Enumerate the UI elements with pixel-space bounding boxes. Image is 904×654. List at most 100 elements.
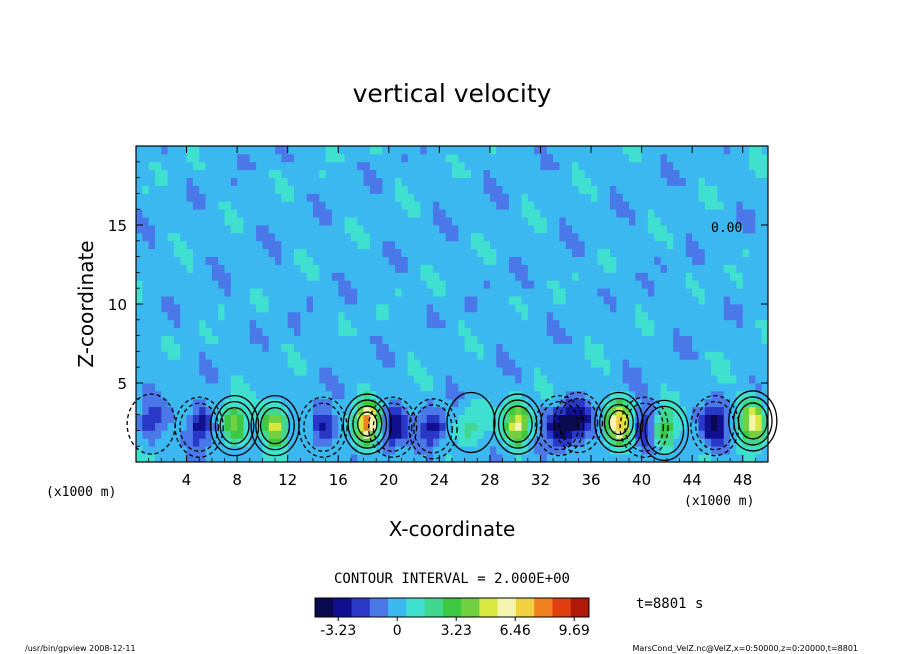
field-cell (546, 359, 554, 368)
field-cell (192, 232, 200, 242)
contour-line (174, 396, 224, 458)
field-cell (591, 185, 598, 194)
field-cell (275, 319, 282, 329)
field-cell (287, 280, 295, 289)
field-cell (445, 398, 453, 408)
field-cell (546, 185, 554, 194)
field-cell (534, 201, 541, 210)
field-cell (350, 240, 358, 250)
field-cell (711, 296, 718, 305)
field-cell (553, 146, 560, 155)
field-cell (704, 438, 712, 447)
field-cell (161, 177, 168, 186)
field-cell (180, 193, 187, 202)
field-cell (331, 280, 339, 289)
field-cell (641, 169, 649, 178)
field-cell (698, 414, 706, 423)
field-cell (711, 438, 718, 447)
field-cell (420, 217, 428, 226)
field-cell (268, 232, 276, 242)
field-cell (666, 383, 674, 392)
field-cell (414, 430, 421, 439)
field-cell (230, 225, 238, 234)
field-cell (148, 169, 156, 178)
field-cell (730, 390, 737, 400)
field-cell (211, 311, 219, 321)
field-cell (584, 327, 592, 336)
field-cell (237, 256, 244, 265)
field-cell (761, 217, 769, 226)
field-cell (180, 185, 187, 194)
field-cell (338, 375, 345, 384)
field-cell (502, 359, 510, 368)
field-cell (382, 367, 390, 376)
field-cell (395, 185, 402, 194)
field-cell (136, 177, 143, 186)
field-cell (357, 311, 364, 321)
field-cell (218, 383, 225, 392)
field-cell (578, 240, 586, 250)
field-cell (502, 296, 510, 305)
field-cell (338, 327, 345, 336)
field-cell (243, 375, 251, 384)
field-cell (628, 319, 636, 329)
field-cell (249, 177, 257, 186)
field-cell (205, 327, 213, 336)
field-cell (704, 232, 712, 242)
field-cell (660, 232, 668, 242)
field-cell (458, 288, 466, 297)
field-cell (407, 169, 415, 178)
field-cell (445, 193, 453, 202)
field-cell (205, 225, 213, 234)
field-cell (470, 351, 478, 360)
field-cell (470, 240, 478, 250)
field-cell (496, 153, 503, 163)
field-cell (502, 217, 510, 226)
field-cell (363, 201, 371, 210)
field-cell (641, 217, 649, 226)
field-cell (496, 430, 503, 439)
field-cell (154, 406, 162, 415)
field-cell (249, 343, 257, 352)
field-cell (338, 146, 345, 155)
colorbar-ticks: -3.23 0 3.23 6.46 9.69 (320, 617, 590, 639)
field-cell (477, 319, 484, 329)
field-cell (224, 383, 232, 392)
field-cell (369, 446, 377, 455)
field-cell (761, 209, 769, 218)
field-cell (559, 288, 567, 297)
field-cell (711, 446, 718, 455)
field-cell (660, 264, 668, 273)
field-cell (483, 351, 491, 360)
field-cell (458, 177, 466, 186)
field-cell (553, 327, 560, 336)
field-cell (199, 335, 206, 344)
field-cell (268, 367, 276, 376)
field-cell (534, 209, 541, 218)
field-cell (369, 272, 377, 281)
field-cell (603, 240, 611, 250)
field-cell (167, 390, 175, 400)
field-cell (477, 240, 484, 250)
field-cell (420, 422, 428, 431)
field-cell (666, 225, 674, 234)
field-cell (534, 177, 541, 186)
field-cell (420, 272, 428, 281)
field-cell (628, 185, 636, 194)
field-cell (508, 264, 516, 273)
field-cell (161, 240, 168, 250)
field-cell (420, 240, 428, 250)
field-cell (755, 248, 763, 257)
field-cell (578, 193, 586, 202)
field-cell (249, 193, 257, 202)
field-cell (527, 248, 535, 257)
field-cell (553, 335, 560, 344)
field-cell (237, 225, 244, 234)
field-cell (173, 311, 181, 321)
field-cell (508, 375, 516, 384)
field-cell (224, 311, 232, 321)
field-cell (717, 304, 725, 313)
field-cell (237, 240, 244, 250)
field-cell (331, 359, 339, 368)
field-cell (578, 367, 586, 376)
